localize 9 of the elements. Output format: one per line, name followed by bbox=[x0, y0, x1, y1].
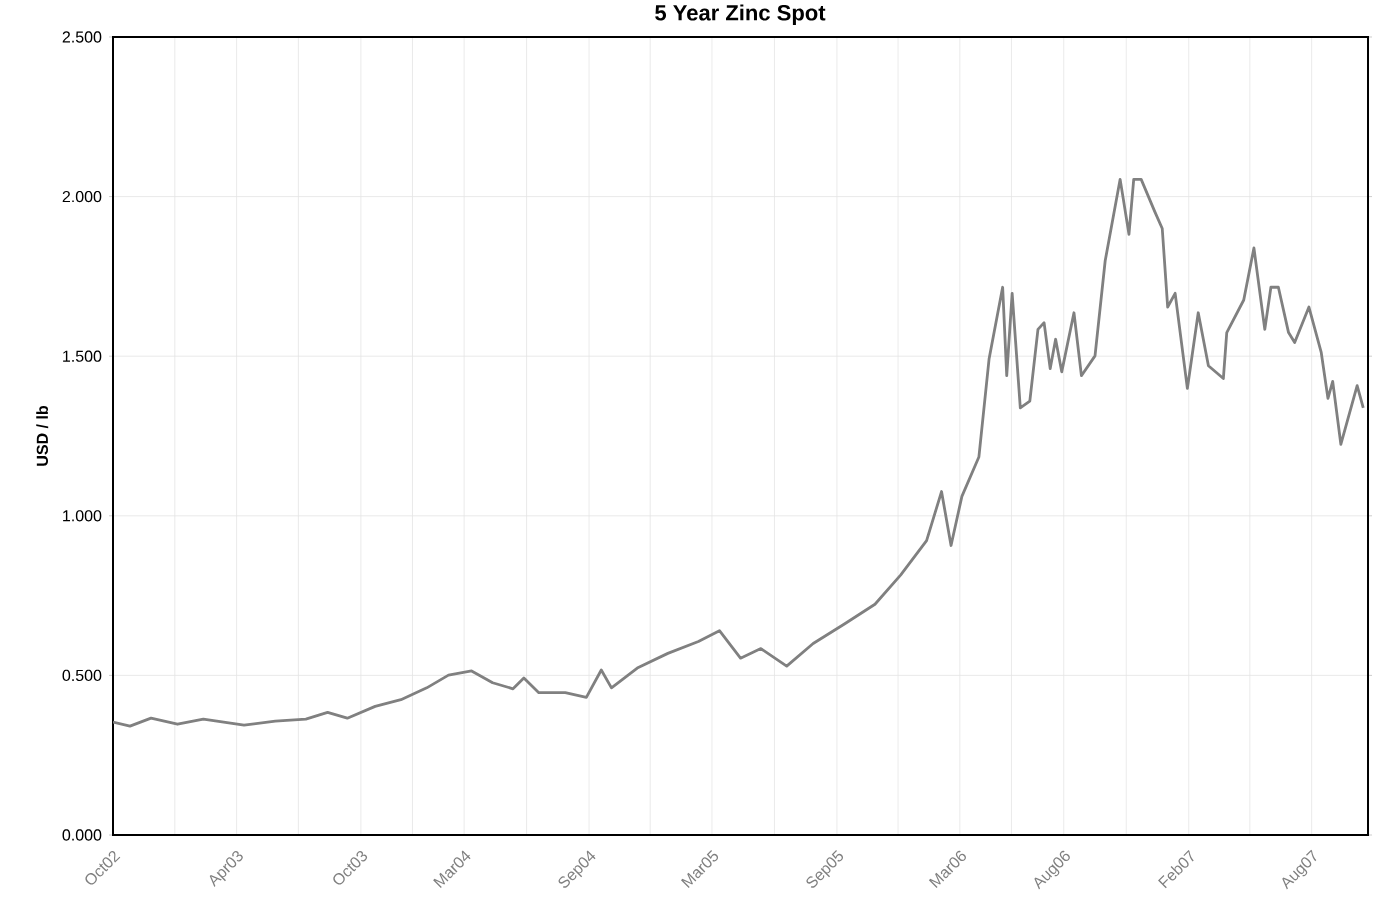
y-tick-label: 0.500 bbox=[62, 669, 102, 682]
y-tick-label: 2.000 bbox=[62, 190, 102, 203]
y-axis-title: USD / lb bbox=[36, 405, 49, 466]
line-series bbox=[113, 177, 1365, 728]
y-tick-label: 1.000 bbox=[63, 510, 102, 522]
y-tick-label: 0.000 bbox=[62, 829, 102, 841]
chart-title: 5 Year Zinc Spot bbox=[655, 4, 826, 25]
y-tick-label: 2.500 bbox=[62, 31, 102, 43]
y-tick-label: 1.500 bbox=[63, 350, 102, 362]
